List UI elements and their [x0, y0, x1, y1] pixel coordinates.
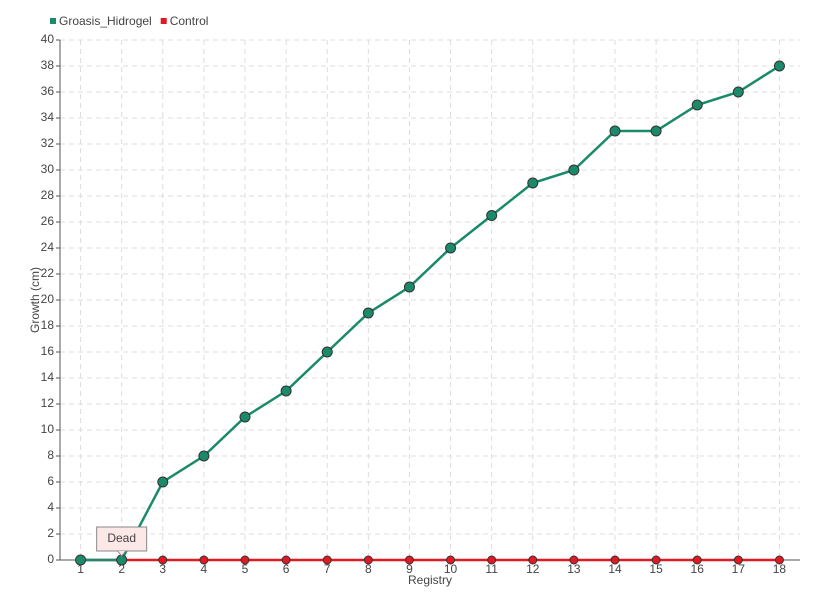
y-tick-label: 30 [41, 162, 55, 176]
x-tick-label: 14 [608, 562, 622, 576]
point [239, 411, 251, 423]
x-tick-label: 4 [201, 562, 208, 576]
legend-swatch [160, 18, 167, 24]
point [158, 555, 168, 565]
x-axis-label: Registry [408, 573, 452, 587]
point [651, 555, 661, 565]
y-tick-label: 38 [41, 58, 55, 72]
point [692, 555, 702, 565]
x-tick-label: 1 [77, 562, 84, 576]
point [75, 554, 87, 566]
point [691, 99, 703, 111]
y-tick-label: 18 [41, 318, 55, 332]
point [363, 555, 373, 565]
y-tick-label: 24 [41, 240, 55, 254]
point [157, 476, 169, 488]
x-tick-label: 16 [691, 562, 705, 576]
y-tick-label: 14 [41, 370, 55, 384]
legend-label: Groasis_Hidrogel [59, 14, 152, 28]
x-tick-label: 8 [365, 562, 372, 576]
point [240, 555, 250, 565]
point [280, 385, 292, 397]
x-tick-label: 11 [485, 562, 498, 576]
y-tick-label: 16 [41, 344, 55, 358]
point [404, 555, 414, 565]
y-tick-label: 2 [47, 526, 54, 540]
y-tick-label: 22 [41, 266, 55, 280]
point [403, 281, 415, 293]
x-tick-label: 9 [406, 562, 413, 576]
x-tick-label: 2 [118, 562, 125, 576]
point [198, 450, 210, 462]
y-tick-label: 8 [47, 448, 54, 462]
y-tick-label: 34 [41, 110, 55, 124]
y-tick-label: 0 [47, 552, 54, 566]
point [446, 555, 456, 565]
y-tick-label: 4 [47, 500, 54, 514]
y-tick-label: 20 [41, 292, 55, 306]
x-tick-label: 10 [444, 562, 458, 576]
point [733, 555, 743, 565]
point [445, 242, 457, 254]
point [362, 307, 374, 319]
y-tick-label: 26 [41, 214, 55, 228]
point [281, 555, 291, 565]
legend-label: Control [170, 14, 209, 28]
x-tick-label: 3 [159, 562, 166, 576]
y-axis-label: Growth (cm) [28, 267, 42, 333]
point [732, 86, 744, 98]
point [486, 210, 498, 221]
point [487, 555, 497, 565]
point [199, 555, 209, 565]
x-tick-label: 12 [526, 562, 540, 576]
point [610, 555, 620, 565]
point [321, 346, 333, 358]
x-tick-label: 15 [649, 562, 663, 576]
annotation-box [96, 526, 148, 552]
point [322, 555, 332, 565]
legend-swatch [50, 18, 56, 24]
point [609, 125, 621, 137]
point [569, 555, 579, 565]
annotation-text: Dead [107, 531, 136, 545]
point [773, 60, 785, 72]
x-tick-label: 17 [732, 562, 746, 576]
x-tick-label: 5 [242, 562, 249, 576]
y-tick-label: 10 [41, 422, 55, 436]
x-tick-label: 18 [773, 562, 787, 576]
y-tick-label: 40 [41, 32, 55, 46]
series-line [80, 64, 781, 562]
y-tick-label: 12 [41, 396, 55, 410]
x-tick-label: 6 [283, 562, 290, 576]
x-tick-label: 13 [567, 562, 581, 576]
point [650, 125, 662, 137]
y-tick-label: 6 [47, 474, 54, 488]
y-tick-label: 32 [41, 136, 55, 150]
y-tick-label: 28 [41, 188, 55, 202]
point [527, 177, 539, 189]
point [528, 555, 538, 565]
point [774, 555, 784, 565]
annotation-pointer [117, 550, 127, 557]
point [568, 164, 580, 176]
y-tick-label: 36 [41, 84, 55, 98]
x-tick-label: 7 [324, 562, 331, 576]
